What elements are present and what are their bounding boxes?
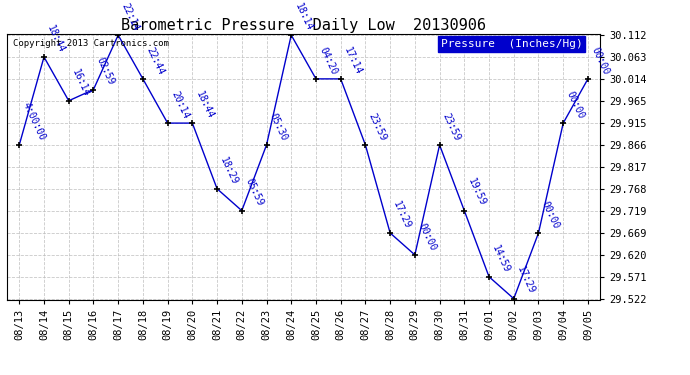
Text: 16:14: 16:14 <box>70 67 92 98</box>
Text: 18:44: 18:44 <box>194 90 215 120</box>
Text: 23:59: 23:59 <box>441 111 462 142</box>
Text: 17:29: 17:29 <box>515 265 537 296</box>
Text: 4:00:00: 4:00:00 <box>21 101 47 142</box>
Text: 00:00: 00:00 <box>540 200 562 230</box>
Text: 05:59: 05:59 <box>243 177 265 208</box>
Text: 04:20: 04:20 <box>317 45 339 76</box>
Text: 14:59: 14:59 <box>491 243 512 274</box>
Text: 19:59: 19:59 <box>466 177 487 208</box>
Text: Pressure  (Inches/Hg): Pressure (Inches/Hg) <box>441 39 582 49</box>
Text: 02:59: 02:59 <box>95 56 117 87</box>
Text: 23:59: 23:59 <box>367 111 388 142</box>
Text: 17:14: 17:14 <box>342 45 364 76</box>
Text: 18:44: 18:44 <box>46 23 67 54</box>
Title: Barometric Pressure  Daily Low  20130906: Barometric Pressure Daily Low 20130906 <box>121 18 486 33</box>
Text: 17:29: 17:29 <box>391 200 413 230</box>
Text: 22:14: 22:14 <box>119 2 141 32</box>
Text: 18:29: 18:29 <box>219 155 240 186</box>
Text: 00:00: 00:00 <box>589 45 611 76</box>
Text: 20:14: 20:14 <box>169 90 190 120</box>
Text: Copyright 2013 Cartronics.com: Copyright 2013 Cartronics.com <box>13 39 169 48</box>
Text: 18:14: 18:14 <box>293 2 314 32</box>
Text: 00:00: 00:00 <box>564 90 586 120</box>
Text: 05:30: 05:30 <box>268 111 289 142</box>
Text: 00:00: 00:00 <box>416 221 437 252</box>
Text: 22:44: 22:44 <box>144 45 166 76</box>
